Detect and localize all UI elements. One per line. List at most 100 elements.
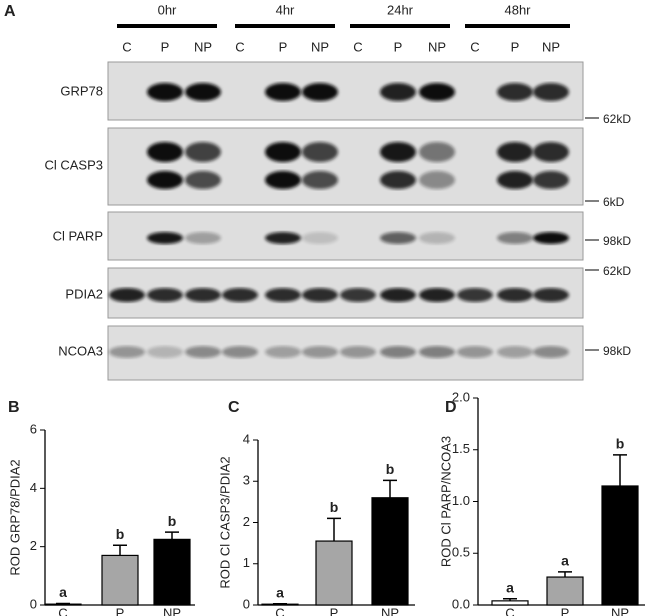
band [533, 232, 569, 244]
protein-label: Cl PARP [53, 228, 103, 243]
y-tick-label: 0 [30, 596, 37, 611]
marker-label: 62kD [603, 112, 631, 126]
band [109, 346, 145, 358]
significance-letter: b [386, 461, 395, 477]
band [302, 171, 338, 189]
protein-label: GRP78 [60, 83, 103, 98]
band [265, 232, 301, 244]
marker-label: 6kD [603, 195, 625, 209]
band [419, 83, 455, 101]
band [533, 171, 569, 189]
band [533, 288, 569, 302]
y-tick-label: 1.5 [452, 441, 470, 456]
band [185, 288, 221, 302]
y-tick-label: 2 [30, 538, 37, 553]
y-tick-label: 2 [243, 514, 250, 529]
band [265, 346, 301, 358]
x-tick-label: C [58, 605, 67, 616]
band [340, 346, 376, 358]
blot-strip [107, 127, 584, 206]
x-tick-label: P [561, 605, 570, 616]
marker-label: 98kD [603, 234, 631, 248]
band [457, 288, 493, 302]
band [533, 142, 569, 162]
lane-label: C [122, 39, 131, 54]
timepoint-bar [235, 24, 335, 28]
error-bar [327, 517, 341, 542]
y-tick-label: 0 [243, 596, 250, 611]
protein-label: PDIA2 [65, 286, 103, 301]
bar [491, 600, 529, 606]
band [419, 171, 455, 189]
band [265, 83, 301, 101]
timepoint-label: 0hr [158, 2, 177, 17]
band [340, 288, 376, 302]
band [185, 83, 221, 101]
western-blot [107, 61, 584, 381]
error-bar [558, 571, 572, 578]
y-axis-title: ROD Cl PARP/NCOA3 [438, 436, 453, 567]
error-bar [383, 479, 397, 498]
band [185, 232, 221, 244]
error-bar [503, 598, 517, 601]
y-tick-label: 1.0 [452, 493, 470, 508]
lane-label: NP [542, 39, 560, 54]
y-tick-label: 1 [243, 555, 250, 570]
band [497, 83, 533, 101]
timepoint-label: 24hr [387, 2, 414, 17]
band [380, 142, 416, 162]
y-axis-title: ROD GRP78/PDIA2 [7, 459, 22, 575]
error-bar [613, 454, 627, 486]
y-tick-label: 0.0 [452, 596, 470, 611]
band [380, 346, 416, 358]
significance-letter: b [168, 513, 177, 529]
y-tick-label: 2.0 [452, 389, 470, 404]
x-tick-label: NP [611, 605, 629, 616]
bar [153, 538, 191, 606]
band [185, 171, 221, 189]
x-tick-label: P [116, 605, 125, 616]
band [497, 142, 533, 162]
band [185, 346, 221, 358]
significance-letter: a [276, 584, 284, 600]
lane-label: C [353, 39, 362, 54]
significance-letter: a [506, 579, 514, 595]
y-tick-label: 4 [30, 480, 37, 495]
significance-letter: b [330, 499, 339, 515]
marker-label: 62kD [603, 264, 631, 278]
band [497, 288, 533, 302]
band [419, 288, 455, 302]
band [302, 83, 338, 101]
band [147, 83, 183, 101]
x-tick-label: P [330, 605, 339, 616]
lane-label: NP [194, 39, 212, 54]
significance-letter: b [616, 436, 625, 452]
band [302, 142, 338, 162]
band [380, 83, 416, 101]
band [497, 232, 533, 244]
band [265, 142, 301, 162]
timepoint-bar [465, 24, 570, 28]
y-tick-label: 6 [30, 421, 37, 436]
band [497, 346, 533, 358]
error-bar [165, 531, 179, 540]
y-axis-title: ROD Cl CASP3/PDIA2 [217, 456, 232, 588]
significance-letter: b [116, 526, 125, 542]
band [147, 288, 183, 302]
lane-label: C [235, 39, 244, 54]
band [380, 232, 416, 244]
panel-label: D [445, 399, 457, 416]
panel-label: C [228, 399, 240, 416]
band [147, 232, 183, 244]
protein-label: Cl CASP3 [44, 157, 103, 172]
lane-label: P [161, 39, 170, 54]
bar [315, 540, 353, 606]
lane-label: P [394, 39, 403, 54]
band [147, 171, 183, 189]
significance-letter: a [561, 553, 569, 569]
lane-label: C [470, 39, 479, 54]
band [185, 142, 221, 162]
lane-label: NP [311, 39, 329, 54]
bar [601, 485, 639, 606]
